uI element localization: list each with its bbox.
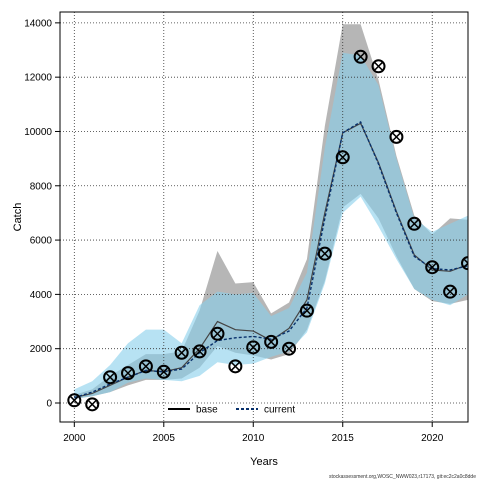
median-lines	[74, 120, 468, 399]
plot-frame	[59, 11, 469, 423]
observed-point	[461, 256, 468, 271]
y-tick-label: 8000	[30, 181, 53, 192]
observed-point	[335, 150, 350, 165]
observed-point	[103, 370, 118, 385]
observed-point	[174, 345, 189, 360]
y-tick-label: 2000	[30, 344, 53, 355]
current-median-line	[74, 120, 468, 399]
observed-point	[407, 216, 422, 231]
observed-point	[264, 334, 279, 349]
observed-point	[246, 340, 261, 355]
observed-point	[156, 364, 171, 379]
y-axis-title: Catch	[12, 203, 24, 232]
observed-point	[282, 341, 297, 356]
footnote: stockassessment.org,WOSC_NWW023,r17173, …	[329, 474, 476, 480]
legend: base current	[168, 405, 295, 416]
observed-point	[138, 359, 153, 374]
observed-point	[353, 49, 368, 64]
observed-point	[121, 366, 135, 381]
y-tick-label: 4000	[30, 290, 53, 301]
y-tick-label: 12000	[24, 73, 52, 84]
observed-point	[228, 359, 243, 374]
observed-point	[192, 344, 207, 359]
y-tick-label: 10000	[24, 127, 52, 138]
y-tick-label: 14000	[24, 18, 52, 29]
observed-point	[443, 284, 458, 299]
observed-point	[425, 260, 440, 275]
x-tick-label: 2000	[63, 433, 86, 444]
legend-base-label: base	[196, 405, 218, 416]
current-band	[74, 52, 468, 399]
x-tick-label: 2020	[421, 433, 444, 444]
x-tick-label: 2005	[153, 433, 176, 444]
observed-point	[210, 326, 225, 341]
observed-point	[317, 246, 332, 261]
observed-point	[299, 303, 314, 318]
x-tick-label: 2010	[242, 433, 265, 444]
x-axis: 2000 2005 2010 2015 2020	[63, 422, 444, 444]
y-axis: 0 2000 4000 6000 8000 10000 12000 14000	[24, 18, 60, 409]
observed-point	[371, 59, 386, 74]
observed-point	[85, 397, 100, 412]
confidence-bands	[74, 24, 468, 399]
y-tick-label: 0	[46, 398, 52, 409]
observed-points	[67, 49, 468, 412]
y-tick-label: 6000	[30, 236, 53, 247]
x-axis-title: Years	[250, 456, 278, 468]
legend-current-label: current	[264, 405, 295, 416]
observed-point	[389, 129, 404, 144]
observed-point	[67, 393, 82, 408]
x-tick-label: 2015	[332, 433, 355, 444]
